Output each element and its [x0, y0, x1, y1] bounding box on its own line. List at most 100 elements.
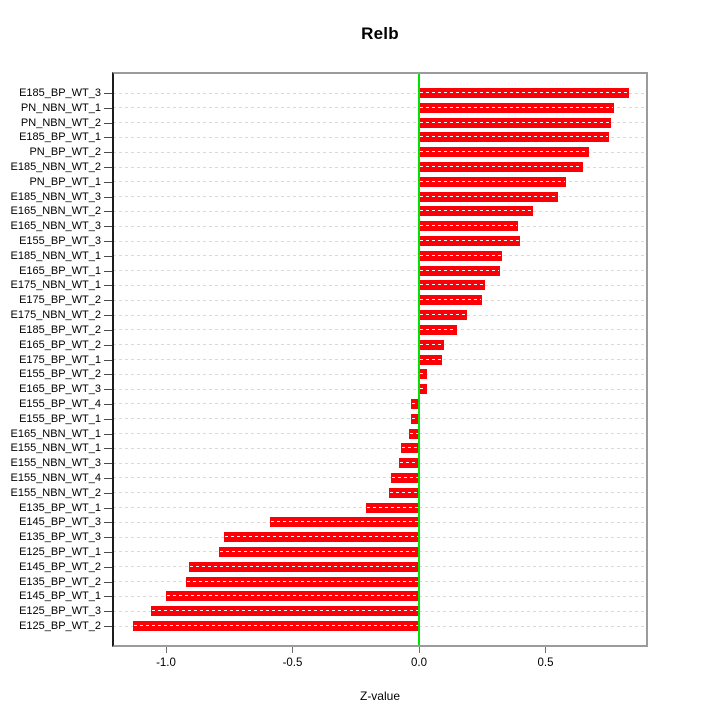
y-tick	[104, 285, 112, 287]
y-tick	[104, 522, 112, 524]
bar-stripe	[220, 550, 418, 552]
y-tick	[104, 374, 112, 376]
bar-stripe	[399, 462, 418, 464]
y-tick	[104, 93, 112, 94]
bar-stripe	[420, 121, 611, 123]
y-tick	[104, 551, 112, 553]
gridline	[113, 210, 647, 212]
y-tick-label: E175_BP_WT_2	[19, 294, 101, 307]
y-tick-label: E155_NBN_WT_1	[10, 442, 102, 455]
y-tick	[104, 167, 112, 169]
y-tick-label: PN_NBN_WT_2	[20, 116, 101, 129]
bar	[365, 502, 419, 513]
gridline	[113, 477, 647, 479]
bar-stripe	[412, 402, 418, 404]
gridline	[113, 418, 647, 420]
bar-stripe	[167, 595, 418, 597]
bar	[133, 621, 419, 632]
bar	[419, 369, 427, 380]
y-tick	[104, 300, 112, 302]
y-tick	[104, 255, 112, 257]
gridline	[113, 373, 647, 375]
bar-stripe	[412, 417, 418, 419]
y-tick-label: E185_NBN_WT_1	[10, 249, 102, 262]
y-tick	[104, 626, 112, 628]
y-tick-label: E125_BP_WT_2	[19, 620, 101, 633]
bar-stripe	[187, 580, 418, 582]
y-tick-label: E175_NBN_WT_2	[10, 309, 102, 322]
bar-stripe	[134, 625, 418, 627]
gridline	[113, 299, 647, 301]
bar-stripe	[366, 506, 418, 508]
y-tick-label: E175_NBN_WT_1	[10, 279, 102, 292]
x-tick	[165, 647, 167, 653]
bar-stripe	[420, 240, 520, 242]
y-tick	[104, 181, 112, 183]
bar-stripe	[389, 491, 418, 493]
y-tick-label: E165_NBN_WT_3	[10, 220, 102, 233]
y-tick	[104, 566, 112, 568]
x-tick	[545, 647, 546, 653]
y-tick	[104, 596, 112, 598]
gridline	[113, 359, 647, 360]
x-tick-label: -1.0	[156, 657, 176, 669]
y-tick-label: E165_BP_WT_2	[19, 338, 101, 351]
bar-stripe	[420, 106, 613, 108]
y-tick	[104, 581, 112, 583]
gridline	[113, 388, 647, 390]
bar	[419, 102, 614, 113]
bar-stripe	[420, 284, 484, 286]
bar	[388, 487, 419, 498]
zero-line	[418, 73, 420, 646]
y-tick-label: PN_BP_WT_1	[29, 175, 101, 188]
gridline	[113, 462, 647, 464]
gridline	[113, 136, 647, 138]
bar	[411, 398, 419, 409]
bar	[391, 472, 419, 483]
y-tick-label: E185_NBN_WT_2	[10, 161, 102, 174]
y-tick-label: E135_BP_WT_1	[19, 501, 101, 514]
bar-stripe	[420, 92, 628, 93]
bar-stripe	[420, 328, 456, 330]
y-tick-label: E175_BP_WT_1	[19, 353, 101, 366]
gridline	[113, 166, 647, 168]
bar-stripe	[420, 225, 517, 227]
bar	[419, 236, 521, 247]
y-tick	[104, 315, 112, 317]
bar-stripe	[402, 447, 418, 449]
chart-title: Relb	[361, 24, 399, 43]
y-tick	[104, 226, 112, 228]
gridline	[113, 181, 647, 183]
y-tick-label: E125_BP_WT_1	[19, 545, 101, 558]
bar	[401, 443, 419, 454]
y-tick	[104, 152, 112, 154]
y-tick-label: E155_BP_WT_3	[19, 235, 101, 248]
bar	[419, 354, 442, 365]
gridline	[113, 284, 647, 286]
x-tick-label: 0.5	[537, 657, 554, 669]
gridline	[113, 151, 647, 153]
y-tick-label: E185_NBN_WT_3	[10, 190, 102, 203]
bar-stripe	[420, 373, 426, 375]
bar-stripe	[151, 610, 418, 612]
y-tick	[104, 537, 112, 539]
y-tick	[104, 418, 112, 420]
bar	[419, 280, 485, 291]
gridline	[113, 122, 647, 124]
bar-stripe	[270, 521, 418, 523]
bar-stripe	[420, 195, 558, 197]
x-tick	[418, 647, 420, 653]
bar-stripe	[225, 536, 418, 538]
y-tick	[104, 611, 112, 613]
bar-stripe	[420, 180, 565, 182]
bar	[419, 191, 559, 202]
bar-stripe	[420, 388, 426, 390]
y-tick-label: E145_BP_WT_3	[19, 516, 101, 529]
bar	[419, 250, 503, 261]
bar-stripe	[189, 565, 418, 567]
gridline	[113, 403, 647, 405]
y-tick-label: E125_BP_WT_3	[19, 605, 101, 618]
bar	[419, 324, 457, 335]
y-tick-label: PN_NBN_WT_1	[20, 101, 101, 114]
